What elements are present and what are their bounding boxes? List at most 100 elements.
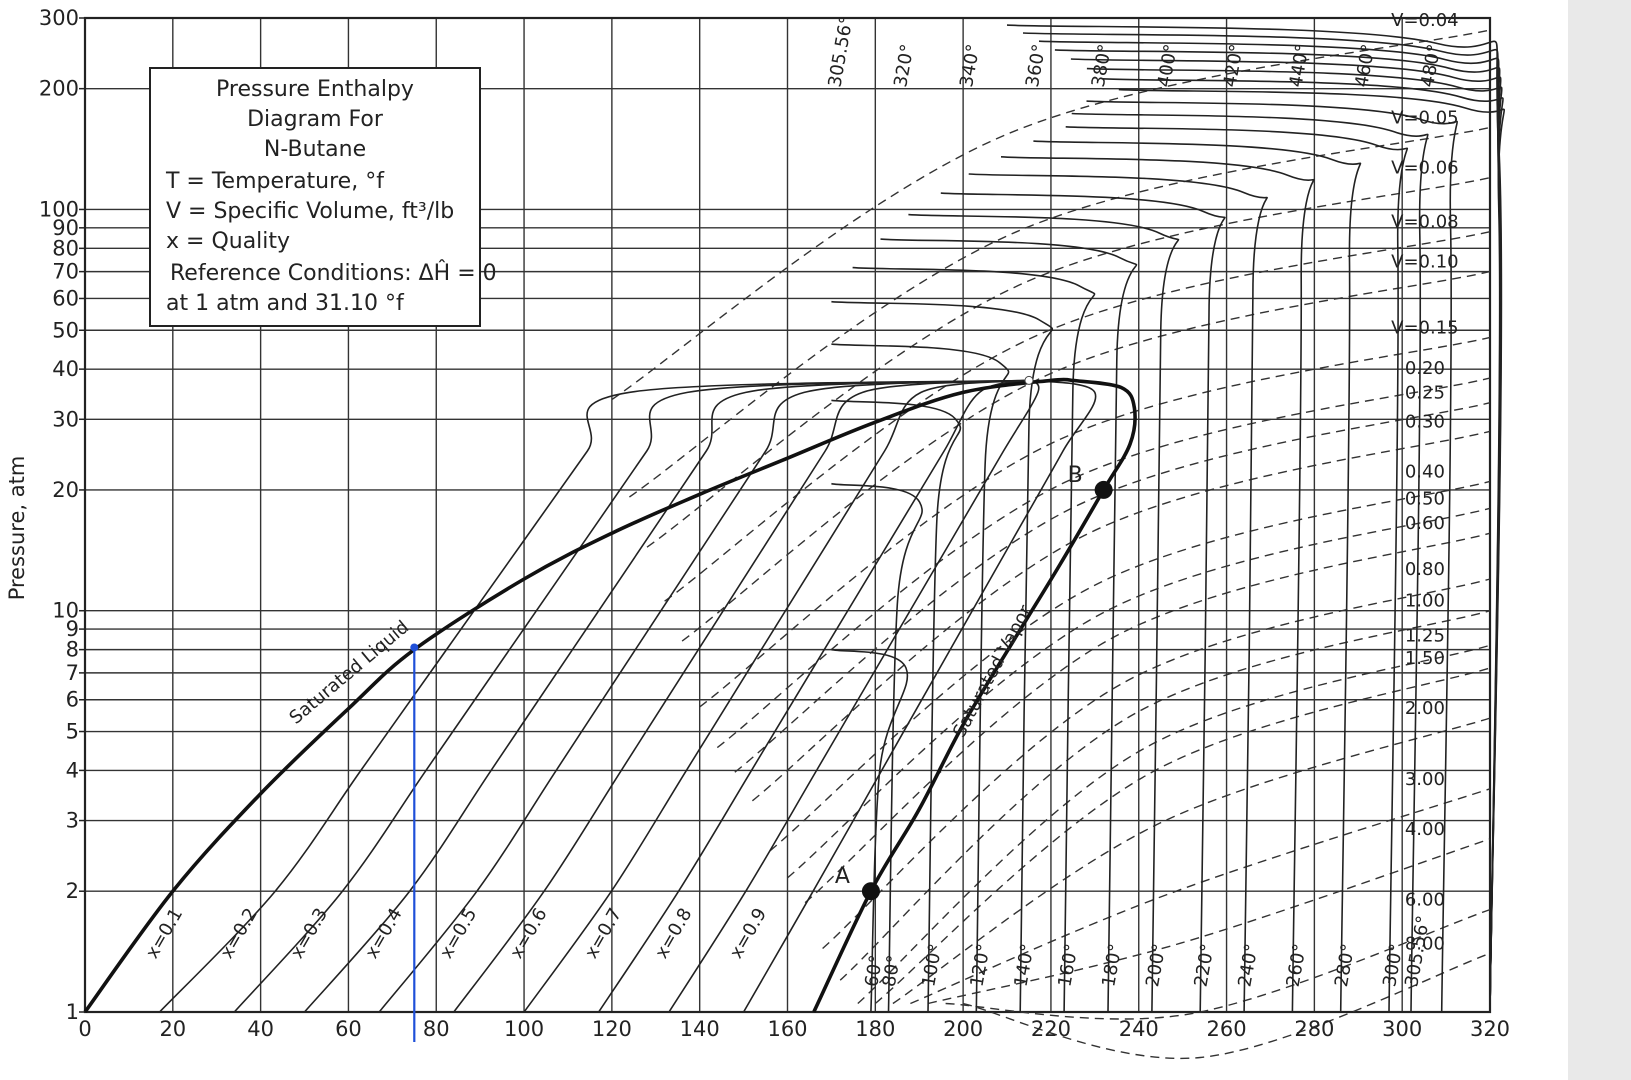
y-tick-label: 3	[66, 809, 79, 833]
specific-volume-line	[699, 336, 1491, 708]
saturated-liquid-curve	[83, 377, 1074, 1014]
specific-volume-label: 1.25	[1405, 625, 1445, 646]
x-tick-label: 240	[1119, 1017, 1159, 1041]
specific-volume-label: 0.20	[1405, 358, 1445, 379]
quality-line	[453, 379, 1030, 1013]
isotherm-line	[1086, 100, 1458, 1013]
isotherm-line	[852, 266, 1096, 1013]
isotherm-line	[908, 213, 1180, 1013]
x-tick-label: 80	[423, 1017, 450, 1041]
quality-line	[598, 379, 1030, 1013]
specific-volume-label: 8.00	[1405, 933, 1445, 954]
chart-curves	[83, 24, 1506, 1060]
y-tick-label: 8	[66, 638, 79, 662]
plot-frame	[83, 16, 1492, 1014]
x-tick-label: 260	[1207, 1017, 1247, 1041]
y-tick-label: 4	[66, 758, 79, 782]
highlight-point	[410, 643, 419, 652]
specific-volume-line	[945, 908, 1491, 1020]
specific-volume-line	[664, 231, 1491, 602]
saturated-vapor-curve	[812, 378, 1137, 1013]
y-axis-title: Pressure, atm	[5, 456, 29, 601]
legend-reference-2: at 1 atm and 31.10 °f	[166, 291, 405, 316]
title-box: Pressure Enthalpy Diagram For N-Butane T…	[149, 67, 497, 327]
specific-volume-line	[629, 126, 1491, 498]
specific-volume-line	[787, 507, 1491, 879]
specific-volume-line	[716, 377, 1491, 749]
specific-volume-line	[892, 717, 1491, 1005]
specific-volume-line	[857, 644, 1491, 1005]
y-tick-label: 40	[52, 357, 79, 381]
y-tick-label: 20	[52, 478, 79, 502]
y-tick-label: 80	[52, 236, 79, 260]
isotherm-line	[1006, 24, 1503, 1013]
axis-ticks: 0 20 40 60 80 100 120 140 160 180 200 220 240 260 280 3…	[39, 6, 1510, 1041]
quality-line	[668, 379, 1040, 1013]
specific-volume-label: V=0.04	[1391, 10, 1458, 31]
isotherm-line	[831, 648, 909, 1013]
specific-volume-label: 1.50	[1405, 648, 1445, 669]
y-tick-label: 200	[39, 77, 79, 101]
quality-line	[303, 379, 1030, 1013]
y-tick-label: 5	[66, 720, 79, 744]
specific-volume-label: 4.00	[1405, 819, 1445, 840]
y-tick-label: 30	[52, 407, 79, 431]
isotherm-line	[831, 482, 923, 1013]
y-tick-label: 60	[52, 286, 79, 310]
specific-volume-line	[910, 788, 1491, 1005]
specific-volume-label: 0.50	[1405, 488, 1445, 509]
x-tick-label: 40	[247, 1017, 274, 1041]
y-tick-label: 100	[39, 197, 79, 221]
specific-volume-line	[734, 402, 1491, 773]
x-tick-label: 120	[592, 1017, 632, 1041]
specific-volume-line	[962, 952, 1491, 1060]
specific-volume-line	[839, 610, 1491, 981]
specific-volume-label: V=0.05	[1391, 108, 1458, 129]
y-tick-label: 70	[52, 260, 79, 284]
state-point-b	[1094, 480, 1113, 499]
critical-point-marker	[1024, 375, 1034, 385]
state-point-label-a: A	[835, 864, 850, 889]
y-tick-label: 300	[39, 6, 79, 30]
quality-line	[742, 379, 1097, 1013]
specific-volume-label: V=0.10	[1391, 252, 1458, 273]
isotherm-line	[940, 192, 1226, 1013]
title-line-2: Diagram For	[247, 107, 384, 132]
x-tick-label: 320	[1470, 1017, 1510, 1041]
isotherm-line	[968, 173, 1268, 1013]
specific-volume-label: 2.00	[1405, 698, 1445, 719]
x-tick-label: 220	[1031, 1017, 1071, 1041]
isotherm-line	[831, 300, 1054, 1013]
x-tick-label: 160	[767, 1017, 807, 1041]
isotherm-line	[880, 238, 1138, 1013]
x-tick-label: 180	[855, 1017, 895, 1041]
specific-volume-line	[611, 29, 1491, 401]
x-tick-label: 0	[78, 1017, 91, 1041]
specific-volume-label: 0.80	[1405, 559, 1445, 580]
specific-volume-label: 0.30	[1405, 411, 1445, 432]
quality-line	[378, 379, 1030, 1013]
isotherm-line	[1000, 156, 1315, 1013]
y-tick-label: 7	[66, 661, 79, 685]
isotherm-line	[831, 343, 1010, 1013]
specific-volume-label: 0.25	[1405, 383, 1445, 404]
specific-volume-label: V=0.08	[1391, 212, 1458, 233]
y-tick-label: 2	[66, 879, 79, 903]
x-tick-label: 20	[159, 1017, 186, 1041]
legend-temperature: T = Temperature, °f	[165, 169, 385, 194]
x-tick-label: 140	[680, 1017, 720, 1041]
state-point-label-b: B	[1068, 463, 1083, 488]
isotherm-line	[1033, 140, 1362, 1013]
y-tick-label: 1	[66, 1000, 79, 1024]
y-tick-label: 9	[66, 617, 79, 641]
x-tick-label: 200	[943, 1017, 983, 1041]
state-point-a	[861, 882, 880, 901]
specific-volume-line	[822, 578, 1491, 950]
specific-volume-label: 0.60	[1405, 513, 1445, 534]
specific-volume-label: V=0.15	[1391, 317, 1458, 338]
y-tick-label: 90	[52, 216, 79, 240]
specific-volume-label: 1.00	[1405, 591, 1445, 612]
x-tick-label: 300	[1382, 1017, 1422, 1041]
quality-line	[159, 379, 1030, 1013]
isotherm-line	[1071, 112, 1429, 1013]
